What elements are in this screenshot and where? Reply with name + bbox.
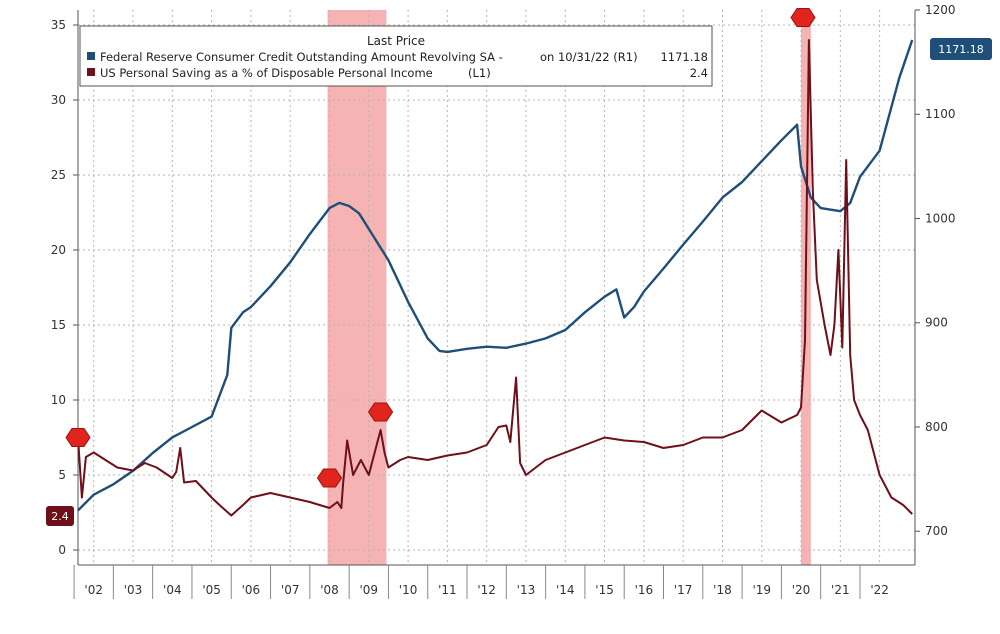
x-axis-ticks: '02 '03 '04 '05 '06 '07 '08 '09 '10 '11 '12 '13 '14 '… <box>73 565 889 599</box>
x-tick-label-4: '06 <box>242 583 261 597</box>
left-tick-label-5: 5 <box>58 468 66 482</box>
x-tick-label-11: '13 <box>517 583 536 597</box>
right-tick-label-1200: 1200 <box>925 3 956 17</box>
right-tick-label-900: 900 <box>925 316 948 330</box>
left-tick-label-0: 0 <box>58 543 66 557</box>
edge-marker-0 <box>65 428 91 447</box>
legend-label-credit: Federal Reserve Consumer Credit Outstand… <box>100 50 503 64</box>
x-tick-label-9: '11 <box>438 583 457 597</box>
edge-marker-2 <box>367 402 394 422</box>
x-tick-label-14: '16 <box>635 583 654 597</box>
left-axis-ticks: 0 5 10 15 20 25 30 35 <box>51 18 78 557</box>
left-tick-label-35: 35 <box>51 18 66 32</box>
x-tick-label-6: '08 <box>320 583 339 597</box>
left-tick-label-30: 30 <box>51 93 66 107</box>
legend-swatch-saving <box>87 68 95 76</box>
x-tick-label-2: '04 <box>163 583 182 597</box>
x-tick-label-1: '03 <box>124 583 143 597</box>
legend-title: Last Price <box>367 34 425 48</box>
x-tick-label-19: '21 <box>831 583 850 597</box>
x-tick-label-3: '05 <box>202 583 221 597</box>
x-tick-label-16: '18 <box>713 583 732 597</box>
series-line-0 <box>77 39 914 512</box>
x-tick-label-20: '22 <box>870 583 889 597</box>
right-tick-label-700: 700 <box>925 524 948 538</box>
x-tick-label-5: '07 <box>281 583 300 597</box>
x-tick-label-7: '09 <box>359 583 378 597</box>
x-tick-label-18: '20 <box>792 583 811 597</box>
x-tick-label-17: '19 <box>752 583 771 597</box>
x-tick-label-12: '14 <box>556 583 575 597</box>
x-tick-label-13: '15 <box>595 583 614 597</box>
edge-marker-3 <box>790 8 816 27</box>
value-tag-saving: 2.4 <box>46 506 74 526</box>
value-tag-saving-bg <box>46 506 74 526</box>
edge-marker-1 <box>316 468 343 488</box>
left-tick-label-20: 20 <box>51 243 66 257</box>
series-layer <box>77 39 914 517</box>
legend-box <box>79 25 713 87</box>
value-tag-credit-bg <box>930 38 992 60</box>
right-tick-label-1100: 1100 <box>925 107 956 121</box>
right-tick-label-1000: 1000 <box>925 211 956 225</box>
right-tick-label-800: 800 <box>925 420 948 434</box>
left-tick-label-10: 10 <box>51 393 66 407</box>
legend-suffix-saving: (L1) <box>468 66 491 80</box>
value-tag-credit: 1171.18 <box>930 38 992 60</box>
x-tick-label-8: '10 <box>399 583 418 597</box>
legend-swatch-credit <box>87 52 95 60</box>
left-tick-label-25: 25 <box>51 168 66 182</box>
value-tag-saving-text: 2.4 <box>51 510 69 523</box>
legend-suffix-credit: on 10/31/22 (R1) <box>540 50 638 64</box>
series-line-1 <box>77 39 913 517</box>
edge-markers <box>65 8 816 488</box>
legend-value-saving: 2.4 <box>690 66 708 80</box>
x-tick-label-10: '12 <box>477 583 496 597</box>
x-tick-label-0: '02 <box>84 583 103 597</box>
legend: Last Price Federal Reserve Consumer Cred… <box>79 25 713 87</box>
value-tag-credit-text: 1171.18 <box>938 43 984 56</box>
legend-label-saving: US Personal Saving as a % of Disposable … <box>100 66 433 80</box>
right-axis-ticks: 700 800 900 1000 1100 1200 <box>915 3 956 538</box>
legend-value-credit: 1171.18 <box>660 50 708 64</box>
x-tick-label-15: '17 <box>674 583 693 597</box>
left-tick-label-15: 15 <box>51 318 66 332</box>
